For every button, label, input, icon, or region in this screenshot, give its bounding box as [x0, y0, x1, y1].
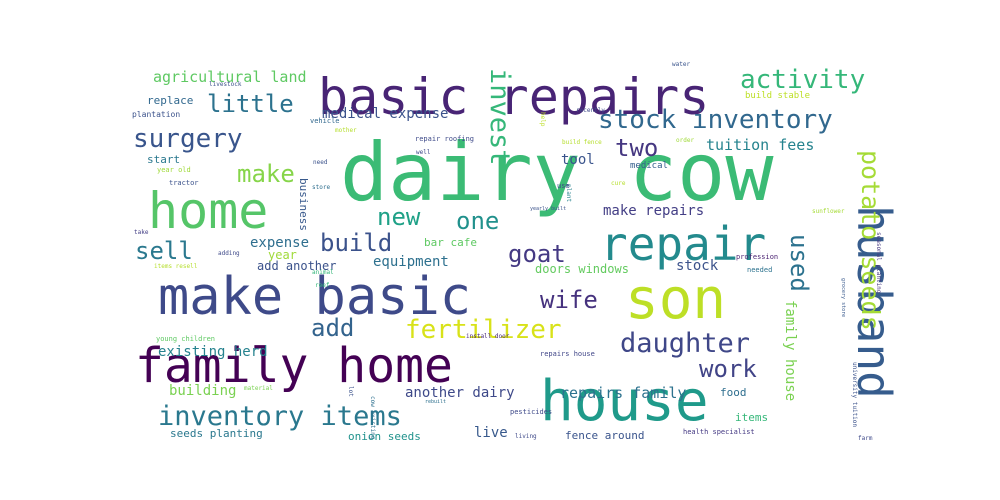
- word-onion-seeds: onion seeds: [348, 430, 421, 443]
- word-build-fence: build fence: [562, 139, 602, 146]
- word-expense: expense: [250, 235, 309, 251]
- word-home: home: [148, 182, 268, 240]
- word-seeds-planting: seeds planting: [170, 427, 263, 440]
- word-repair: repair: [600, 217, 766, 271]
- word-family-home: family home: [135, 338, 453, 394]
- word-another-dairy: another dairy: [405, 385, 515, 401]
- word-tractor: tractor: [169, 179, 199, 187]
- word-activity: activity: [740, 65, 865, 95]
- word-son: son: [625, 267, 726, 332]
- word-add-another: add another: [257, 259, 336, 273]
- word-medical-expense: medical expense: [322, 106, 448, 122]
- word-used: used: [785, 234, 813, 292]
- word-tuition-fees: tuition fees: [706, 136, 814, 154]
- word-help: help: [539, 112, 546, 127]
- word-business: business: [297, 178, 310, 231]
- word-basic-repairs: basic repairs: [318, 68, 709, 126]
- word-goat: goat: [508, 240, 566, 268]
- word-dairy-cow: dairy cow: [340, 126, 774, 219]
- word-agricultural-land: agricultural land: [153, 68, 307, 86]
- word-make-repairs: make repairs: [603, 203, 704, 219]
- word-farm: farm: [858, 435, 873, 442]
- word-order: order: [676, 137, 694, 144]
- word-new: new: [377, 203, 421, 231]
- word-material: material: [244, 385, 273, 392]
- word-sell: sell: [135, 237, 193, 265]
- word-plant: plant: [565, 184, 572, 202]
- word-build: build: [320, 229, 392, 257]
- word-install-door: install door: [466, 333, 510, 340]
- word-store: store: [312, 184, 330, 191]
- word-husband: husband: [847, 205, 901, 399]
- word-tool: tool: [561, 152, 595, 168]
- word-make: make: [237, 160, 295, 188]
- word-replace: replace: [147, 94, 193, 107]
- word-year-old: year old: [157, 166, 191, 174]
- word-plantation: plantation: [132, 110, 180, 119]
- word-profession: profession: [736, 253, 778, 261]
- word-water: water: [672, 61, 690, 68]
- word-use: use: [557, 182, 570, 190]
- word-build-stable: build stable: [745, 91, 810, 101]
- word-repairs-family: repairs family: [560, 384, 686, 402]
- word-yearly-built: yearly built: [530, 206, 566, 212]
- word-fertilizer: fertilizer: [405, 315, 562, 345]
- word-food: food: [720, 386, 747, 399]
- word-well: well: [416, 149, 431, 156]
- word-one: one: [456, 207, 499, 235]
- word-adding: adding: [218, 250, 240, 257]
- word-family-house: family house: [782, 300, 798, 401]
- word-take: take: [134, 229, 149, 236]
- word-seasonal-planting: seasonal planting: [875, 232, 882, 294]
- word-little: little: [207, 90, 294, 118]
- word-repairs-house: repairs house: [540, 350, 595, 358]
- word-cure: cure: [611, 180, 626, 187]
- word-needed: needed: [747, 266, 772, 274]
- word-sunflower: sunflower: [812, 208, 845, 215]
- word-inventory-items: inventory items: [158, 401, 402, 432]
- word-wife: wife: [540, 286, 598, 314]
- word-animal: animal: [312, 269, 334, 276]
- word-add: add: [311, 314, 354, 342]
- word-bar-cafe: bar cafe: [424, 236, 477, 249]
- word-daughter: daughter: [620, 328, 750, 359]
- word-living: living: [515, 433, 537, 440]
- word-two: two: [615, 134, 658, 162]
- word-surgery: surgery: [133, 124, 243, 154]
- word-young-children: young children: [156, 335, 215, 343]
- word-repair-roofing: repair roofing: [415, 135, 474, 143]
- word-invest: invest: [484, 68, 515, 166]
- word-start: start: [147, 153, 180, 166]
- word-year: year: [268, 248, 297, 262]
- word-equipment: equipment: [373, 254, 449, 270]
- word-reef: reef: [315, 282, 330, 289]
- word-live: live: [474, 425, 508, 441]
- word-need: need: [313, 159, 328, 166]
- word-pesticides: pesticides: [510, 408, 552, 416]
- word-items-resell: items resell: [154, 263, 198, 270]
- word-stock-inventory: stock inventory: [598, 105, 833, 135]
- word-existing-herd: existing herd: [158, 344, 268, 360]
- word-rebuilt: rebuilt: [425, 399, 446, 405]
- word-lot: lot: [347, 386, 354, 397]
- word-health-specialist: health specialist: [683, 428, 755, 436]
- word-doors-windows: doors windows: [535, 262, 629, 276]
- word-building: building: [169, 383, 236, 399]
- word-stock: stock: [676, 258, 719, 274]
- word-work: work: [699, 355, 757, 383]
- word-university-tuition: university tuition: [851, 362, 858, 427]
- word-medical: medical: [630, 161, 668, 171]
- word-mother: mother: [335, 127, 357, 134]
- word-recently: recently: [576, 107, 605, 114]
- word-house: house: [540, 369, 709, 434]
- word-livestock: livestock: [209, 81, 242, 88]
- word-items: items: [735, 411, 768, 424]
- word-grocery-store: grocery store: [840, 278, 846, 317]
- word-vehicle: vehicle: [310, 117, 340, 125]
- word-make-basic: make basic: [158, 267, 471, 327]
- word-fence-around: fence around: [565, 429, 644, 442]
- word-cow-existing: cow existing: [369, 396, 376, 440]
- word-potato-seeds: potato seeds: [856, 150, 885, 331]
